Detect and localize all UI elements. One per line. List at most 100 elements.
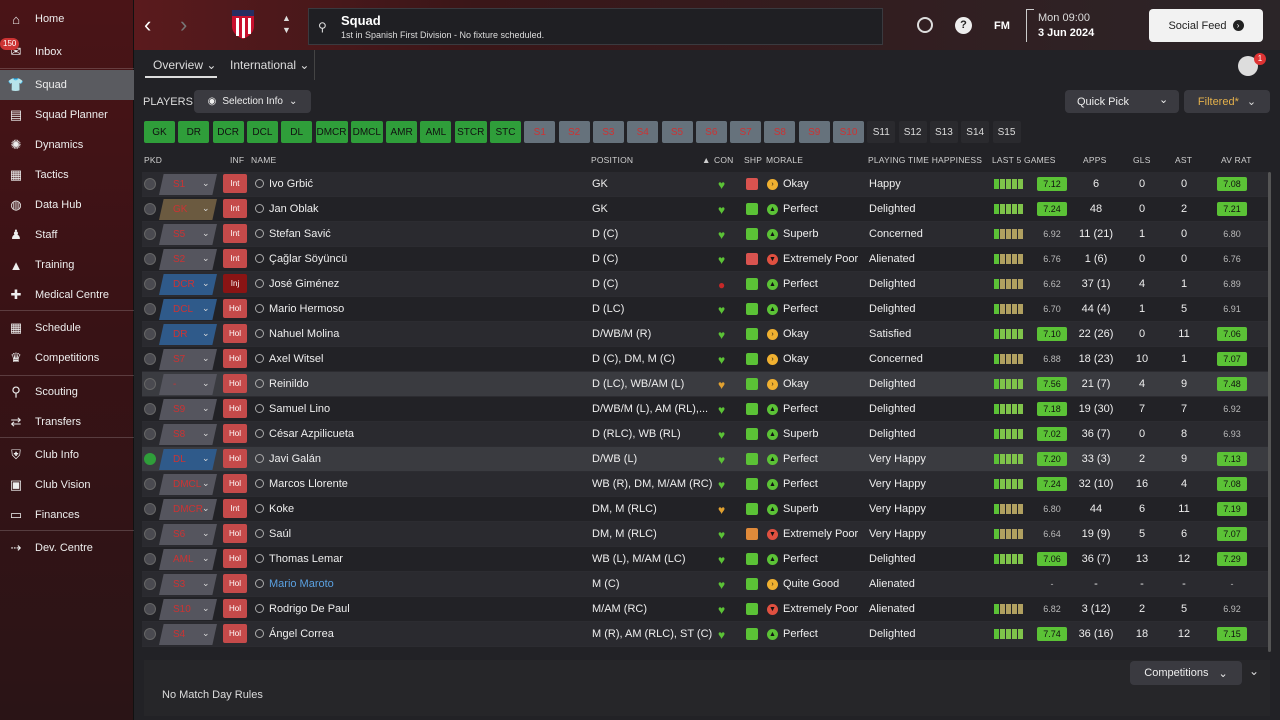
selection-position-dropdown[interactable]: S3 [159,574,217,595]
club-switch-chevrons[interactable]: ▲ ▼ [282,13,291,35]
col-avrat[interactable]: AV RAT [1221,155,1252,165]
picked-checkbox[interactable] [144,478,156,490]
table-row[interactable]: DMCR ⌄ Int Koke DM, M (RLC) ♥ ▲ Superb Very Happ… [142,497,1268,522]
manager-icon[interactable] [917,17,933,33]
selection-position-dropdown[interactable]: - [159,374,217,395]
help-icon[interactable]: ? [955,17,972,34]
position-chip-s9[interactable]: S9 [798,121,830,143]
selection-position-dropdown[interactable]: S7 [159,349,217,370]
position-chip-s7[interactable]: S7 [730,121,762,143]
table-row[interactable]: S2 ⌄ Int Çağlar Söyüncü D (C) ♥ ▼ Extremely Poo… [142,247,1268,272]
position-chip-dmcr[interactable]: DMCR [315,121,348,143]
col-inf[interactable]: INF [230,155,245,165]
sidebar-item-schedule[interactable]: ▦ Schedule [0,313,134,343]
player-name[interactable]: Mario Hermoso [269,303,345,315]
table-row[interactable]: S6 ⌄ Hol Saúl DM, M (RLC) ♥ ▼ Extremely Poor Ver… [142,522,1268,547]
picked-checkbox[interactable] [144,453,156,465]
table-row[interactable]: GK ⌄ Int Jan Oblak GK ♥ ▲ Perfect Delighted 7.24 4… [142,197,1268,222]
sidebar-item-transfers[interactable]: ⇄ Transfers [0,407,134,437]
position-chip-dcl[interactable]: DCL [246,121,278,143]
col-position[interactable]: POSITION [591,155,634,165]
selection-info-button[interactable]: ◉ Selection Info ⌄ [194,90,311,113]
position-chip-s13[interactable]: S13 [929,121,958,143]
selection-position-dropdown[interactable]: S6 [159,524,217,545]
sidebar-item-inbox[interactable]: ✉ Inbox 150 [0,37,134,67]
position-chip-gk[interactable]: GK [144,121,175,143]
selection-position-dropdown[interactable]: S8 [159,424,217,445]
expand-chevron-icon[interactable]: ⌄ [1249,664,1260,678]
sidebar-item-squad-planner[interactable]: ▤ Squad Planner [0,100,134,130]
col-pkd[interactable]: PKD [144,155,163,165]
tab-international[interactable]: International ⌄ [230,58,309,72]
picked-checkbox[interactable] [144,178,156,190]
position-chip-dcr[interactable]: DCR [212,121,244,143]
position-chip-s15[interactable]: S15 [992,121,1021,143]
picked-checkbox[interactable] [144,353,156,365]
selection-position-dropdown[interactable]: AML [159,549,217,570]
col-con[interactable]: CON [714,155,734,165]
col-last5[interactable]: LAST 5 GAMES [992,155,1056,165]
position-chip-s12[interactable]: S12 [898,121,927,143]
filter-button[interactable]: Filtered* ⌄ [1184,90,1270,113]
sidebar-item-medical-centre[interactable]: ✚ Medical Centre [0,280,134,310]
player-name[interactable]: Stefan Savić [269,228,331,240]
picked-checkbox[interactable] [144,278,156,290]
quick-pick-button[interactable]: Quick Pick ⌄ [1065,90,1179,113]
picked-checkbox[interactable] [144,628,156,640]
col-apps[interactable]: APPS [1083,155,1107,165]
table-row[interactable]: DL ⌄ Hol Javi Galán D/WB (L) ♥ ▲ Perfect Very Ha… [142,447,1268,472]
col-gls[interactable]: GLS [1133,155,1151,165]
competitions-button[interactable]: Competitions ⌄ [1130,661,1242,685]
position-chip-stc[interactable]: STC [490,121,521,143]
social-feed-button[interactable]: Social Feed › [1149,9,1263,42]
position-chip-s10[interactable]: S10 [833,121,864,143]
picked-checkbox[interactable] [144,578,156,590]
search-bar[interactable]: ⚲ Squad 1st in Spanish First Division - … [308,8,883,45]
picked-checkbox[interactable] [144,303,156,315]
club-crest-icon[interactable] [230,8,256,40]
table-row[interactable]: S5 ⌄ Int Stefan Savić D (C) ♥ ▲ Superb Concerned… [142,222,1268,247]
fm-menu-button[interactable]: FM [994,20,1010,32]
position-chip-dr[interactable]: DR [178,121,210,143]
col-morale[interactable]: MORALE [766,155,804,165]
picked-checkbox[interactable] [144,503,156,515]
position-chip-s8[interactable]: S8 [764,121,796,143]
player-name[interactable]: César Azpilicueta [269,428,354,440]
sidebar-item-club-vision[interactable]: ▣ Club Vision [0,470,134,500]
notifications-icon[interactable] [1238,56,1258,76]
picked-checkbox[interactable] [144,553,156,565]
selection-position-dropdown[interactable]: DR [159,324,217,345]
selection-position-dropdown[interactable]: S5 [159,224,217,245]
position-chip-s2[interactable]: S2 [558,121,590,143]
picked-checkbox[interactable] [144,328,156,340]
position-chip-s4[interactable]: S4 [627,121,659,143]
table-row[interactable]: S8 ⌄ Hol César Azpilicueta D (RLC), WB (RL) ♥… [142,422,1268,447]
player-name[interactable]: Koke [269,503,295,515]
table-row[interactable]: DCL ⌄ Hol Mario Hermoso D (LC) ♥ ▲ Perfect Delig… [142,297,1268,322]
table-row[interactable]: DR ⌄ Hol Nahuel Molina D/WB/M (R) ♥ › Okay Satis… [142,322,1268,347]
picked-checkbox[interactable] [144,428,156,440]
sidebar-item-squad[interactable]: 👕 Squad [0,70,134,100]
table-row[interactable]: DMCL ⌄ Hol Marcos Llorente WB (R), DM, M/AM … [142,472,1268,497]
sidebar-item-home[interactable]: ⌂ Home [0,4,134,34]
player-name[interactable]: Ivo Grbić [269,178,314,190]
player-name[interactable]: Thomas Lemar [269,553,343,565]
table-row[interactable]: S9 ⌄ Hol Samuel Lino D/WB/M (L), AM (RL),...… [142,397,1268,422]
position-chip-amr[interactable]: AMR [386,121,418,143]
selection-position-dropdown[interactable]: S4 [159,624,217,645]
col-shp[interactable]: SHP [744,155,763,165]
position-chip-s11[interactable]: S11 [867,121,896,143]
selection-position-dropdown[interactable]: S9 [159,399,217,420]
player-name[interactable]: Axel Witsel [269,353,324,365]
picked-checkbox[interactable] [144,403,156,415]
position-chip-s5[interactable]: S5 [661,121,693,143]
position-chip-dl[interactable]: DL [281,121,313,143]
player-name[interactable]: José Giménez [269,278,340,290]
player-name[interactable]: Nahuel Molina [269,328,340,340]
table-row[interactable]: S10 ⌄ Hol Rodrigo De Paul M/AM (RC) ♥ ▼ Extreme… [142,597,1268,622]
sidebar-item-club-info[interactable]: ⛨ Club Info [0,440,134,470]
tab-overview[interactable]: Overview ⌄ [153,58,216,72]
sidebar-item-tactics[interactable]: ▦ Tactics [0,160,134,190]
player-name[interactable]: Ángel Correa [269,628,334,640]
player-name[interactable]: Marcos Llorente [269,478,348,490]
